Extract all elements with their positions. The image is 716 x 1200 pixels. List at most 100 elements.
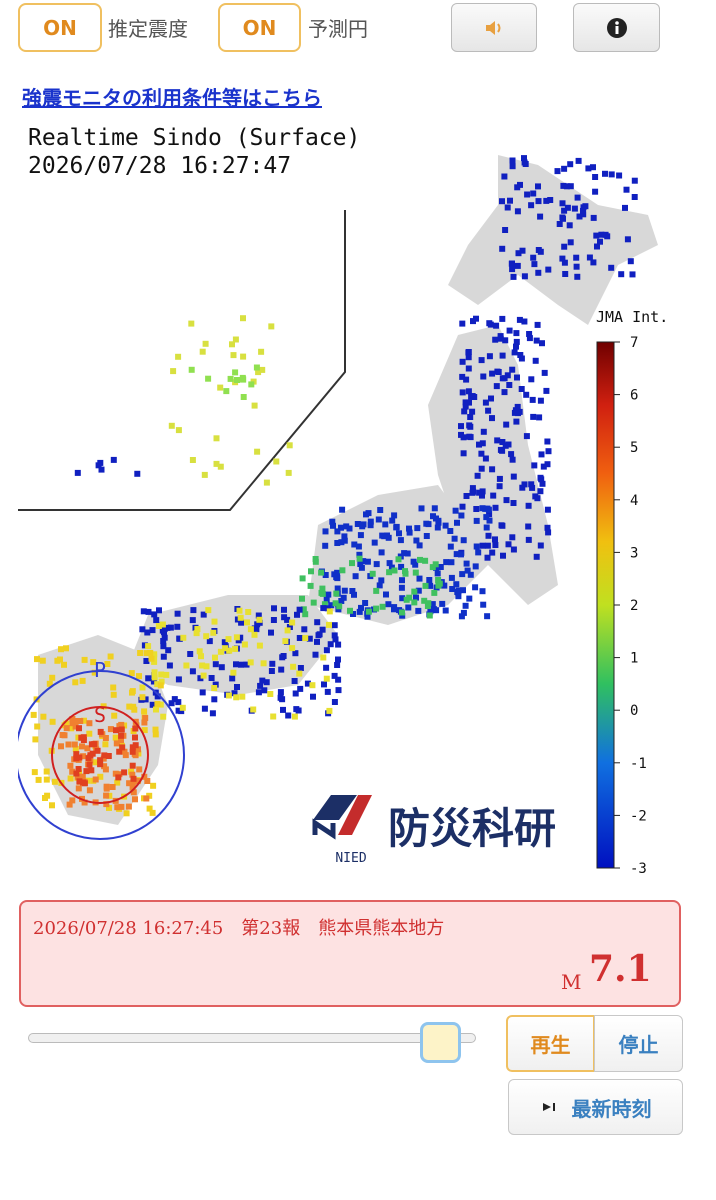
station — [443, 559, 450, 566]
station — [149, 809, 156, 816]
station — [112, 734, 119, 741]
station — [514, 208, 521, 215]
station — [386, 569, 393, 576]
station — [453, 551, 460, 558]
station — [431, 589, 438, 596]
station — [545, 448, 552, 455]
station — [312, 558, 319, 565]
station — [339, 567, 346, 574]
terms-link[interactable]: 強震モニタの利用条件等はこちら — [22, 88, 322, 110]
station — [335, 676, 342, 683]
station — [198, 653, 204, 660]
station — [571, 205, 578, 212]
station — [106, 792, 113, 799]
station — [257, 682, 264, 689]
station — [81, 799, 88, 806]
station — [502, 337, 509, 344]
station — [237, 614, 244, 621]
station — [523, 391, 530, 398]
play-button[interactable]: 再生 — [506, 1015, 595, 1072]
station — [302, 611, 309, 618]
station — [496, 483, 503, 490]
station — [155, 623, 162, 629]
station — [110, 456, 117, 463]
slider-thumb[interactable] — [420, 1022, 461, 1063]
station — [442, 522, 449, 529]
station — [503, 497, 510, 504]
station — [545, 266, 552, 273]
station — [373, 587, 380, 594]
station — [500, 552, 506, 559]
station — [544, 524, 551, 531]
intensity-toggle[interactable]: ON — [18, 3, 102, 52]
station — [116, 771, 123, 778]
station — [525, 502, 532, 509]
scale-tick-label: 3 — [630, 545, 638, 561]
scale-tick-label: 0 — [630, 703, 638, 719]
station — [212, 681, 219, 688]
station — [202, 340, 209, 347]
station — [234, 377, 240, 383]
station — [567, 161, 574, 168]
station — [233, 634, 240, 641]
station — [61, 661, 67, 668]
station — [592, 174, 599, 180]
station — [535, 198, 542, 205]
circle-toggle[interactable]: ON — [218, 3, 301, 52]
station — [509, 366, 516, 373]
station — [489, 466, 496, 473]
station — [539, 340, 545, 347]
station — [189, 457, 196, 463]
station — [448, 559, 455, 566]
time-slider[interactable] — [28, 1033, 476, 1043]
station — [425, 600, 432, 607]
station — [489, 415, 495, 422]
station — [511, 349, 518, 356]
sound-button[interactable] — [451, 3, 537, 52]
station — [518, 355, 525, 362]
station — [590, 164, 596, 171]
station — [538, 451, 545, 458]
station — [94, 747, 101, 754]
station — [324, 688, 331, 695]
info-button[interactable] — [573, 3, 660, 52]
station — [32, 736, 39, 743]
station — [351, 591, 357, 598]
station — [72, 723, 79, 730]
stop-button[interactable]: 停止 — [594, 1015, 683, 1072]
station — [602, 231, 609, 238]
station — [175, 353, 182, 360]
station — [597, 238, 603, 245]
station — [301, 626, 308, 633]
station — [533, 337, 540, 344]
station — [383, 591, 389, 598]
station — [247, 626, 254, 633]
station — [153, 706, 159, 713]
station — [225, 692, 232, 699]
station — [123, 810, 130, 817]
station — [263, 679, 270, 686]
station — [423, 520, 430, 527]
station — [95, 462, 102, 469]
station — [81, 656, 88, 663]
station — [323, 664, 330, 671]
station — [258, 348, 265, 355]
station — [513, 330, 520, 337]
latest-button[interactable]: 最新時刻 — [508, 1079, 683, 1135]
station — [292, 650, 299, 657]
station — [413, 594, 419, 601]
station — [556, 221, 563, 227]
station — [199, 689, 206, 696]
station — [385, 534, 392, 541]
station — [629, 271, 636, 278]
station — [474, 472, 481, 479]
station — [367, 522, 374, 529]
station — [229, 341, 235, 348]
station — [86, 787, 93, 794]
station — [296, 606, 303, 613]
station — [475, 549, 482, 556]
station — [382, 521, 389, 528]
station — [411, 588, 418, 595]
station — [545, 529, 552, 536]
station — [340, 594, 347, 601]
